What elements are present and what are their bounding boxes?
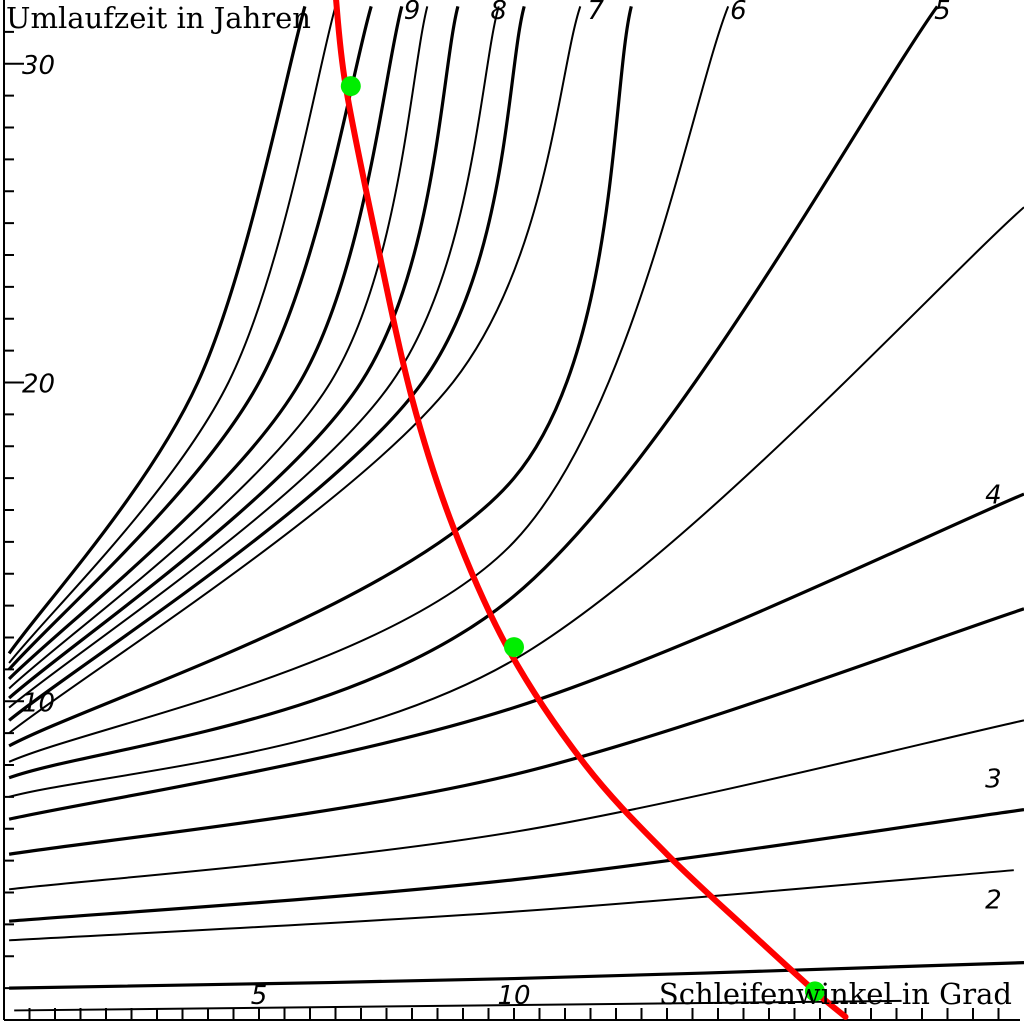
x-axis-title: Schleifenwinkel in Grad [659,977,1012,1011]
family-curve-13 [8,5,526,722]
family-curve-16 [8,6,429,690]
family-curve-10 [8,6,730,763]
family-curve-8 [8,206,1024,798]
family-curve-14 [8,6,500,709]
curve-label-4: 4 [985,481,1002,511]
curve-label-6: 6 [730,0,747,26]
family-curve-4 [8,808,1024,923]
curve-label-2: 2 [985,885,1002,915]
family-curve-17 [7,5,404,681]
family-curve-9 [8,5,939,780]
family-curve-5 [8,719,1024,891]
curve-labels: 9 8 7 6 5 4 3 2 [404,0,1002,915]
marker-point-3 [804,981,825,1002]
curve-label-8: 8 [490,0,507,26]
family-curve-19 [8,6,337,664]
marker-point-2 [504,637,524,658]
family-curve-3 [9,869,1014,942]
x-tick-label: 10 [497,981,530,1011]
family-curve-15 [8,5,460,700]
highlight-curve [333,0,849,1020]
curve-label-3: 3 [985,764,1002,794]
family-curve-11 [8,5,633,748]
y-tick-label: 10 [22,688,55,718]
y-axis-title: Umlaufzeit in Jahren [6,1,311,35]
family-curve-20 [7,5,307,655]
x-tick-label: 5 [251,981,268,1011]
highlight-layer [333,0,849,1020]
family-curve-1 [14,999,902,1012]
family-curve-7 [8,492,1024,821]
curve-label-5: 5 [934,0,951,26]
family-curves [7,5,1024,1012]
family-curve-12 [8,6,582,734]
ticks: 10 20 30 5 10 [4,30,1000,1020]
axes [3,0,1020,1021]
curve-label-9: 9 [404,0,421,26]
marker-point-1 [340,76,361,97]
y-tick-label: 30 [22,51,55,81]
curve-label-7: 7 [587,0,604,26]
y-tick-label: 20 [22,370,55,400]
markers [340,76,825,1002]
family-curve-6 [8,607,1024,856]
family-curve-2 [9,961,1024,990]
